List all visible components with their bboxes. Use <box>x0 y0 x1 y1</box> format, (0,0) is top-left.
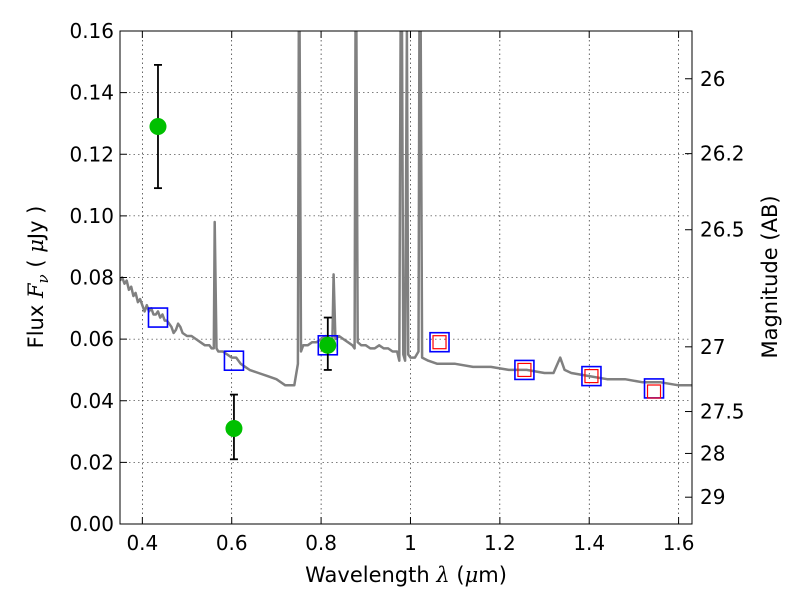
y2-tick-label: 26.5 <box>700 218 745 242</box>
model-flux-marker <box>514 359 535 381</box>
y-tick-label: 0.04 <box>69 389 114 413</box>
x-tick-label: 0.8 <box>305 531 337 555</box>
y2-tick-label: 29 <box>700 485 725 509</box>
y2-tick-label: 27 <box>700 335 725 359</box>
model-flux-marker <box>147 307 169 328</box>
plot-content <box>120 31 692 387</box>
nir-photometry-marker <box>517 362 532 378</box>
y2-tick-label: 28 <box>700 441 725 465</box>
y-tick-label: 0.14 <box>69 81 114 105</box>
overlay-marks <box>147 63 665 461</box>
x-tick-label: 1.4 <box>573 531 605 555</box>
y-tick-label: 0.08 <box>69 266 114 290</box>
optical-photometry-point <box>225 419 243 437</box>
model-flux-marker <box>581 365 602 387</box>
model-flux-marker <box>429 331 450 353</box>
x-tick-label: 1.6 <box>663 531 695 555</box>
x-tick-label: 0.6 <box>216 531 248 555</box>
nir-photometry-marker <box>432 335 447 350</box>
y-axis: 0.00 0.02 0.04 0.06 0.08 0.10 0.12 0.14 0.16 <box>69 19 127 536</box>
y2-tick-label: 26 <box>700 67 725 91</box>
y2-tick-label: 27.5 <box>700 400 745 424</box>
optical-photometry-point <box>149 118 167 136</box>
y2-tick-label: 26.2 <box>700 142 745 166</box>
sed-model-line <box>120 31 692 387</box>
x-tick-label: 0.4 <box>126 531 158 555</box>
x-axis: 0.4 0.6 0.8 1 1.2 1.4 1.6 <box>126 31 695 555</box>
y-tick-label: 0.10 <box>69 204 114 228</box>
y-tick-label: 0.16 <box>69 19 114 43</box>
y2-axis: 26 26.2 26.5 27 27.5 28 29 <box>685 67 745 509</box>
y-tick-label: 0.02 <box>69 450 114 474</box>
x-tick-label: 1 <box>404 531 417 555</box>
model-flux-marker <box>223 350 245 371</box>
y-tick-label: 0.12 <box>69 142 114 166</box>
y-tick-label: 0.06 <box>69 327 114 351</box>
optical-photometry-point <box>319 336 337 354</box>
x-axis-title: Wavelength λ (μm) <box>305 563 507 587</box>
nir-photometry-marker <box>646 384 662 399</box>
nir-photometry-marker <box>584 369 599 384</box>
x-tick-label: 1.2 <box>484 531 516 555</box>
y-axis-title: Flux Fν ( μJy ) <box>24 206 52 349</box>
y-tick-label: 0.00 <box>69 512 114 536</box>
y2-axis-title: Magnitude (AB) <box>758 195 782 358</box>
